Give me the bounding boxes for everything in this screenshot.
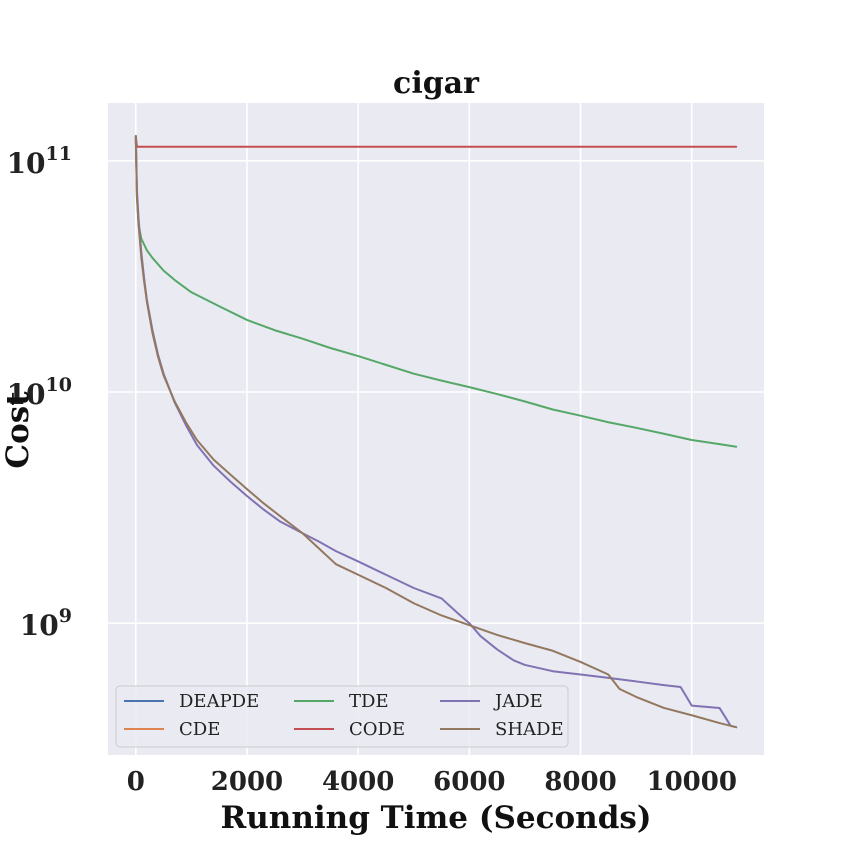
legend-label-code: CODE	[349, 719, 405, 740]
legend-label-deapde: DEAPDE	[179, 691, 259, 712]
y-tick-label: 1011	[7, 143, 72, 180]
x-tick-label: 4000	[322, 767, 394, 797]
legend-label-jade: JADE	[493, 691, 543, 712]
grid	[108, 103, 764, 755]
x-axis-label: Running Time (Seconds)	[221, 800, 652, 836]
x-tick-label: 8000	[544, 767, 616, 797]
legend-label-cde: CDE	[179, 719, 220, 740]
x-tick-label: 10000	[646, 767, 736, 797]
chart-title: cigar	[393, 66, 480, 101]
series-line-shade	[134, 135, 738, 729]
legend-label-tde: TDE	[349, 691, 389, 712]
legend: DEAPDE CDE TDE CODE JADE SHADE	[115, 685, 569, 748]
plot-area	[108, 103, 764, 755]
x-tick-label: 2000	[211, 767, 283, 797]
y-axis-label: Cost	[0, 391, 36, 469]
x-tick-label: 6000	[433, 767, 505, 797]
tick-labels: 0 2000 4000 6000 8000 10000 109 1010 1011	[7, 143, 737, 797]
legend-label-shade: SHADE	[495, 719, 564, 740]
series-line-tde	[134, 137, 738, 448]
series-lines	[134, 135, 738, 729]
x-tick-label: 0	[127, 767, 145, 797]
y-tick-label: 1010	[7, 374, 72, 411]
y-tick-label: 109	[20, 605, 72, 642]
